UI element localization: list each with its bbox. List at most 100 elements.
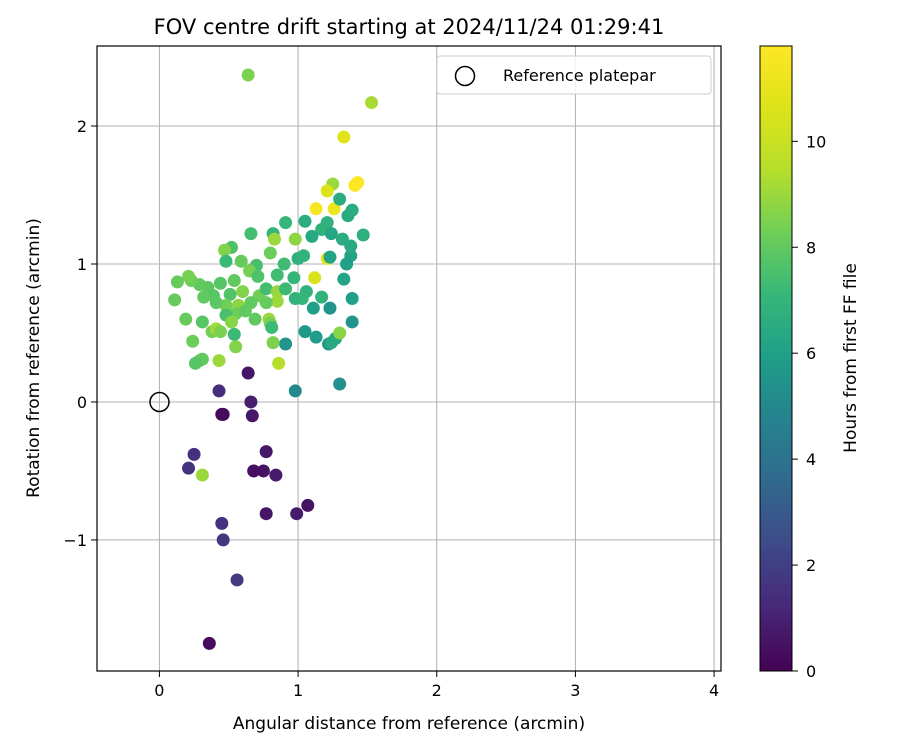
data-point [340,257,354,271]
data-point [265,320,279,334]
data-point [182,269,196,283]
data-point [229,340,243,354]
data-point [259,296,273,310]
data-point [230,573,244,587]
data-point [209,296,223,310]
x-tick-label: 0 [154,681,164,700]
data-point [238,304,252,318]
y-tick-label: 1 [77,255,87,274]
axis-ticks: 0 1 2 3 4 −1 0 1 2 [63,117,719,700]
data-point [234,254,248,268]
data-point [365,96,379,110]
legend-marker [454,65,476,87]
data-point [270,268,284,282]
y-axis-label: Rotation from reference (arcmin) [24,218,44,498]
data-point [279,282,293,296]
x-tick-label: 3 [570,681,580,700]
data-points [168,68,379,650]
data-point [309,202,323,216]
data-point [212,384,226,398]
data-point [227,327,241,341]
data-point [241,366,255,380]
data-point [223,287,237,301]
data-point [345,203,359,217]
y-tick-label: −1 [63,531,87,550]
x-tick-label: 2 [432,681,442,700]
data-point [298,325,312,339]
data-point [266,336,280,350]
data-point [279,216,293,230]
data-point [333,326,347,340]
data-point [309,330,323,344]
data-point [182,461,196,475]
data-point [324,336,338,350]
data-point [244,227,258,241]
data-point [337,272,351,286]
data-point [241,68,255,82]
data-point [323,250,337,264]
data-point [333,377,347,391]
data-point [245,409,259,423]
data-point [279,337,293,351]
data-point [259,507,273,521]
data-point [263,246,277,260]
data-point [218,243,232,257]
colorbar: 0 2 4 6 8 10 Hours from first FF file [759,45,861,681]
data-point [247,464,261,478]
data-point [227,274,241,288]
data-point [187,447,201,461]
data-point [186,334,200,348]
data-point [344,239,358,253]
data-point [267,232,281,246]
grid [97,46,721,671]
x-tick-label: 1 [293,681,303,700]
data-point [345,291,359,305]
data-point [168,293,182,307]
data-point [213,276,227,290]
legend-entry-reference: Reference platepar [503,66,656,85]
data-point [236,285,250,299]
data-point [188,356,202,370]
chart-title: FOV centre drift starting at 2024/11/24 … [154,15,665,39]
colorbar-ticks: 0 2 4 6 8 10 [792,132,826,681]
data-point [197,290,211,304]
data-point [308,271,322,285]
colorbar-tick-label: 10 [806,132,826,151]
data-point [251,269,265,283]
data-point [288,384,302,398]
data-point [248,312,262,326]
data-point [288,232,302,246]
data-point [337,130,351,144]
data-point [179,312,193,326]
colorbar-tick-label: 0 [806,662,816,681]
data-point [320,216,334,230]
data-point [259,445,273,459]
legend-box [436,55,712,95]
data-point [290,507,304,521]
colorbar-label: Hours from first FF file [841,263,861,453]
data-point [315,290,329,304]
data-point [213,325,227,339]
data-point [301,498,315,512]
x-axis-label: Angular distance from reference (arcmin) [233,714,585,734]
colorbar-tick-label: 4 [806,450,816,469]
data-point [170,275,184,289]
data-point [219,254,233,268]
data-point [202,636,216,650]
data-point [259,282,273,296]
data-point [215,516,229,530]
colorbar-gradient [759,45,793,672]
data-point [320,184,334,198]
data-point [306,301,320,315]
data-point [323,301,337,315]
data-point [269,468,283,482]
plot-frame [96,45,722,672]
data-point [333,192,347,206]
data-point [305,229,319,243]
data-point [216,407,230,421]
data-point [244,395,258,409]
colorbar-tick-label: 6 [806,344,816,363]
x-tick-label: 4 [709,681,719,700]
